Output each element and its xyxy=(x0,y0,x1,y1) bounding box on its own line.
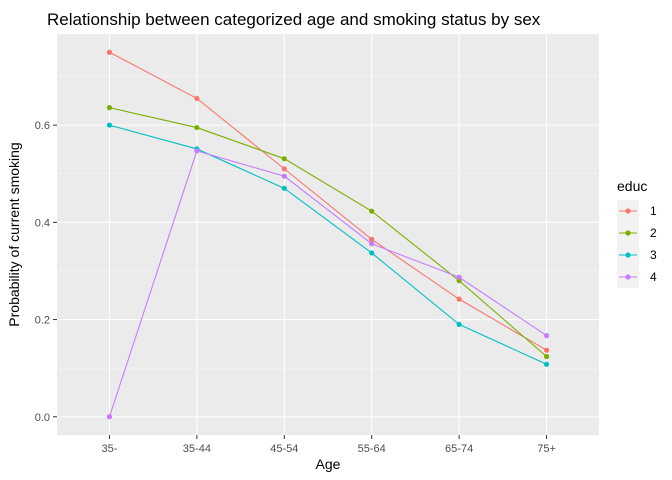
legend-label: 2 xyxy=(650,226,657,240)
data-point xyxy=(106,49,113,55)
y-tick-label: 0.6 xyxy=(35,120,50,132)
x-tick-label: 55-64 xyxy=(358,443,386,455)
data-point xyxy=(194,148,200,154)
x-tick-label: 45-54 xyxy=(270,443,298,455)
data-point xyxy=(281,185,287,191)
series-line xyxy=(108,150,547,417)
data-point xyxy=(369,236,375,242)
series-layer xyxy=(106,49,550,420)
legend-key-point xyxy=(625,252,631,258)
series-1 xyxy=(106,49,550,353)
legend-item: 2 xyxy=(617,222,657,244)
data-point xyxy=(281,166,287,172)
legend-item: 3 xyxy=(617,244,657,266)
data-point xyxy=(369,208,375,214)
legend-label: 4 xyxy=(650,270,657,284)
data-point xyxy=(456,296,462,302)
data-point xyxy=(106,414,113,420)
legend-key-point xyxy=(625,208,631,214)
data-point xyxy=(543,333,550,339)
legend: educ 1 2 3 4 xyxy=(617,178,657,288)
series-line xyxy=(109,51,547,351)
y-tick-label: 0.0 xyxy=(35,412,50,424)
y-axis-title: Probability of current smoking xyxy=(6,142,22,326)
axis-ticks: 0.0 0.2 0.4 0.6 35- 35-44 45-54 55-64 65-74 75+ xyxy=(35,120,556,455)
legend-title: educ xyxy=(617,178,647,194)
series-4 xyxy=(106,148,550,420)
data-point xyxy=(543,361,550,367)
x-tick-label: 65-74 xyxy=(445,443,473,455)
legend-item: 1 xyxy=(617,200,657,222)
legend-label: 1 xyxy=(650,204,657,218)
data-point xyxy=(106,122,113,128)
data-point xyxy=(543,353,550,360)
data-point xyxy=(281,173,287,179)
legend-key-point xyxy=(625,230,631,236)
x-tick-label: 35-44 xyxy=(183,443,211,455)
data-point xyxy=(281,156,287,162)
x-tick-label: 35- xyxy=(101,443,117,455)
data-point xyxy=(369,241,375,247)
data-point xyxy=(543,347,550,353)
data-point xyxy=(456,274,462,280)
data-point xyxy=(106,105,113,111)
data-point xyxy=(369,250,375,256)
legend-key-point xyxy=(625,274,631,280)
legend-item: 4 xyxy=(617,266,657,288)
x-axis-title: Age xyxy=(316,456,341,472)
legend-label: 3 xyxy=(650,248,657,262)
x-tick-label: 75+ xyxy=(537,443,556,455)
data-point xyxy=(194,95,200,102)
plot-panel xyxy=(57,34,599,435)
data-point xyxy=(456,321,462,328)
series-line xyxy=(109,124,547,365)
gridlines xyxy=(57,34,599,435)
y-tick-label: 0.4 xyxy=(35,217,50,229)
series-line xyxy=(109,107,547,357)
y-tick-label: 0.2 xyxy=(35,315,50,327)
data-point xyxy=(194,124,200,131)
chart-title: Relationship between categorized age and… xyxy=(47,10,541,29)
